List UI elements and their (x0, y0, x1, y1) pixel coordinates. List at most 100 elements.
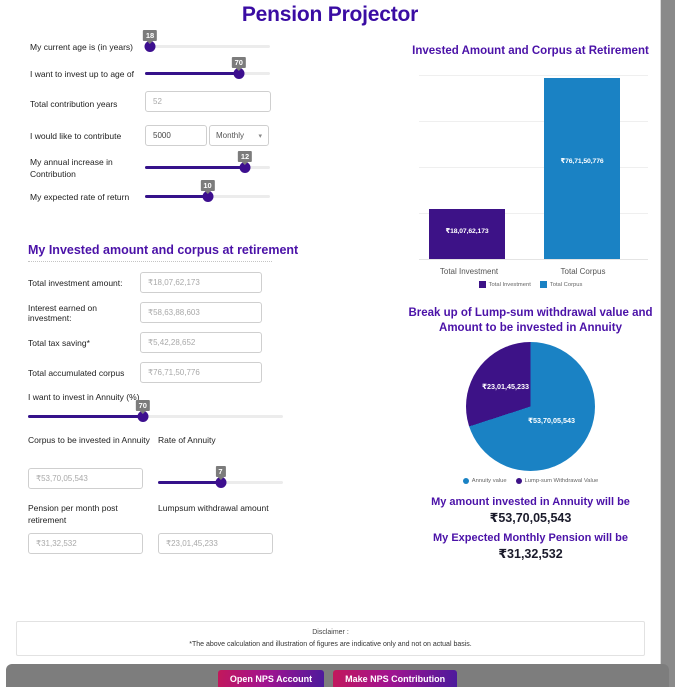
slider-value-bubble: 70 (231, 57, 246, 71)
bar-chart-panel: Invested Amount and Corpus at Retirement… (400, 44, 660, 288)
slider-track[interactable] (28, 415, 283, 418)
legend-dot-icon (515, 478, 522, 484)
corpus-annuity-output[interactable]: ₹53,70,05,543 (28, 468, 143, 489)
summary-pension-label: My Expected Monthly Pension will be (433, 532, 628, 544)
slider-rate-of-return[interactable]: 10 (145, 180, 270, 207)
slider-value-bubble: 70 (135, 400, 150, 414)
input-row-rate-of-return: My expected rate of return 10 (0, 180, 300, 210)
summary-annuity-value: ₹53,70,05,543 (489, 511, 572, 525)
legend-label: Total Corpus (549, 281, 583, 288)
pension-month-output[interactable]: ₹31,32,532 (28, 533, 143, 554)
legend-label: Total Investment (488, 281, 531, 288)
slider-current-age[interactable]: 18 (142, 30, 270, 57)
results-heading: My Invested amount and corpus at retirem… (28, 243, 299, 257)
pension-month-group: Pension per month post retirement ₹31,32… (28, 502, 158, 554)
pie-slice-label-lumpsum: ₹23,01,45,233 (482, 382, 529, 391)
pie-graphic[interactable]: ₹23,01,45,233 ₹53,70,05,543 (466, 342, 595, 471)
slider-value-bubble: 10 (200, 180, 215, 194)
slider-annual-increase[interactable]: 12 (145, 151, 270, 178)
label-accumulated-corpus: Total accumulated corpus (28, 367, 125, 378)
label-rate-annuity: Rate of Annuity (158, 435, 216, 445)
contribution-years-input[interactable]: 52 (145, 90, 271, 112)
pie-chart-legend: Annuity value Lump-sum Withdrawal Value (407, 478, 654, 484)
open-nps-account-button[interactable]: Open NPS Account (217, 670, 325, 687)
bar-category-label: Total Corpus (560, 267, 606, 276)
slider-track[interactable] (145, 45, 270, 48)
slider-thumb[interactable] (239, 162, 251, 173)
label-corpus-annuity: Corpus to be invested in Annuity (28, 435, 150, 445)
result-row-tax-saving: Total tax saving* ₹5,42,28,652 (0, 332, 300, 353)
label-annual-increase: My annual increase in Contribution (30, 157, 113, 179)
disclaimer-title: Disclaimer : (312, 629, 349, 636)
slider-fill (28, 415, 143, 418)
bar-category-label: Total Investment (439, 267, 499, 276)
lumpsum-group: Lumpsum withdrawal amount ₹23,01,45,233 (158, 502, 288, 554)
slider-thumb[interactable] (137, 411, 149, 422)
slider-annuity-percent[interactable]: 70 (28, 400, 283, 427)
bar-chart-axis (419, 259, 648, 260)
slider-value-bubble: 18 (142, 30, 158, 44)
annuity-row: Corpus to be invested in Annuity ₹53,70,… (28, 434, 300, 493)
calculator-page: Pension Projector My current age is (in … (0, 0, 661, 687)
page-title: Pension Projector (241, 3, 419, 26)
disclaimer-body: *The above calculation and illustration … (189, 641, 472, 648)
make-nps-contribution-button[interactable]: Make NPS Contribution (333, 670, 458, 687)
slider-fill (145, 195, 208, 198)
pie-slice-label-annuity: ₹53,70,05,543 (528, 416, 575, 425)
label-pension-month: Pension per month post retirement (28, 503, 118, 525)
slider-thumb[interactable] (233, 68, 245, 79)
slider-value-bubble: 12 (237, 151, 253, 165)
contribution-amount-input[interactable]: 5000 (145, 125, 207, 146)
legend-item-lumpsum-value[interactable]: Lump-sum Withdrawal Value (515, 478, 599, 484)
legend-dot-icon (462, 478, 469, 484)
total-investment-output[interactable]: ₹18,07,62,173 (140, 272, 262, 293)
control-invest-until-age: 70 (145, 57, 300, 87)
pie-chart-title: Break up of Lump-sum withdrawal value an… (408, 307, 653, 334)
pension-row: Pension per month post retirement ₹31,32… (28, 502, 300, 554)
input-row-annual-increase: My annual increase in Contribution 12 (0, 151, 300, 184)
control-contribution-amount: 5000 Monthly ▾ (145, 123, 300, 149)
slider-thumb[interactable] (144, 41, 156, 52)
input-row-contribution-years: Total contribution years 52 (0, 88, 300, 119)
bar-total-investment[interactable]: ₹18,07,62,173 (429, 209, 505, 259)
slider-thumb[interactable] (215, 477, 226, 488)
accumulated-corpus-output[interactable]: ₹76,71,50,776 (140, 362, 262, 383)
label-contribution-years: Total contribution years (30, 98, 118, 109)
input-row-contribution-amount: I would like to contribute 5000 Monthly … (0, 119, 300, 152)
slider-fill (158, 481, 221, 484)
legend-label: Lump-sum Withdrawal Value (524, 478, 599, 484)
pie-chart-panel: Break up of Lump-sum withdrawal value an… (400, 306, 660, 484)
label-current-age: My current age is (in years) (30, 42, 133, 52)
input-row-invest-until-age: I want to invest up to age of 70 (0, 57, 300, 88)
slider-value-bubble: 7 (215, 466, 226, 480)
result-row-interest-earned: Interest earned on investment: ₹58,63,88… (0, 302, 300, 323)
bar-value-label: ₹76,71,50,776 (560, 158, 604, 165)
section-divider (28, 261, 272, 263)
summary-pension-value: ₹31,32,532 (498, 547, 563, 561)
right-column: Invested Amount and Corpus at Retirement… (400, 44, 660, 561)
legend-item-annuity-value[interactable]: Annuity value (462, 478, 507, 484)
pie-chart: ₹23,01,45,233 ₹53,70,05,543 Annuity valu… (407, 342, 654, 484)
lumpsum-output[interactable]: ₹23,01,45,233 (158, 533, 273, 554)
label-rate-of-return: My expected rate of return (30, 192, 130, 202)
contribution-frequency-select[interactable]: Monthly ▾ (209, 125, 269, 146)
label-lumpsum: Lumpsum withdrawal amount (158, 503, 269, 513)
slider-thumb[interactable] (202, 191, 213, 202)
input-row-current-age: My current age is (in years) 18 (0, 30, 300, 60)
legend-item-total-investment[interactable]: Total Investment (478, 281, 531, 288)
legend-item-total-corpus[interactable]: Total Corpus (539, 281, 583, 288)
slider-invest-until-age[interactable]: 70 (145, 57, 270, 84)
legend-swatch-icon (539, 281, 547, 288)
bar-chart-title: Invested Amount and Corpus at Retirement (412, 45, 649, 57)
result-row-accumulated-corpus: Total accumulated corpus ₹76,71,50,776 (0, 362, 300, 383)
tax-saving-output[interactable]: ₹5,42,28,652 (140, 332, 262, 353)
bar-total-corpus[interactable]: ₹76,71,50,776 (544, 78, 620, 259)
interest-earned-output[interactable]: ₹58,63,88,603 (140, 302, 262, 323)
control-contribution-years: 52 (145, 90, 300, 117)
slider-rate-annuity[interactable]: 7 (158, 466, 283, 493)
control-rate-of-return: 10 (145, 180, 300, 210)
control-annual-increase: 12 (145, 151, 300, 181)
slider-fill (145, 72, 239, 75)
result-row-total-investment: Total investment amount: ₹18,07,62,173 (0, 272, 300, 293)
label-contribution-amount: I would like to contribute (30, 130, 122, 141)
